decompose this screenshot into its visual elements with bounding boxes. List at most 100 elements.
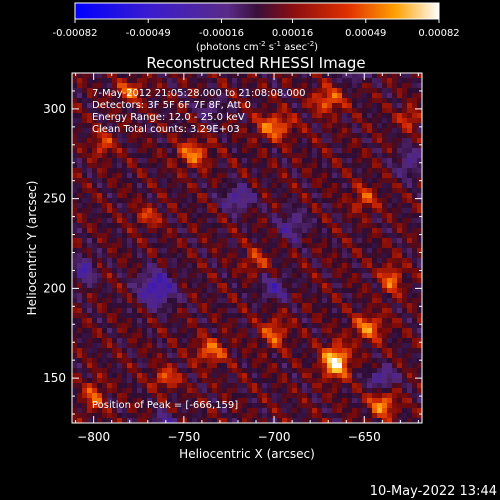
heatmap-cell bbox=[152, 363, 158, 369]
heatmap-cell bbox=[177, 238, 183, 244]
heatmap-cell bbox=[132, 373, 138, 379]
heatmap-cell bbox=[392, 208, 398, 214]
heatmap-cell bbox=[232, 308, 238, 314]
heatmap-cell bbox=[227, 213, 233, 219]
heatmap-cell bbox=[202, 278, 208, 284]
heatmap-cell bbox=[417, 93, 423, 99]
heatmap-cell bbox=[92, 238, 98, 244]
heatmap-cell bbox=[192, 383, 198, 389]
heatmap-cell bbox=[357, 148, 363, 154]
heatmap-cell bbox=[177, 373, 183, 379]
heatmap-cell bbox=[272, 298, 278, 304]
heatmap-cell bbox=[332, 228, 338, 234]
heatmap-cell bbox=[92, 293, 98, 299]
heatmap-cell bbox=[287, 243, 293, 249]
heatmap-cell bbox=[347, 273, 353, 279]
heatmap-cell bbox=[397, 103, 403, 109]
heatmap-cell bbox=[367, 223, 373, 229]
heatmap-cell bbox=[337, 408, 343, 414]
heatmap-cell bbox=[92, 213, 98, 219]
heatmap-cell bbox=[212, 183, 218, 189]
heatmap-cell bbox=[222, 308, 228, 314]
heatmap-cell bbox=[312, 78, 318, 84]
heatmap-cell bbox=[112, 333, 118, 339]
heatmap-cell bbox=[342, 268, 348, 274]
heatmap-cell bbox=[297, 118, 303, 124]
heatmap-cell bbox=[182, 108, 188, 114]
heatmap-cell bbox=[402, 238, 408, 244]
heatmap-cell bbox=[257, 328, 263, 334]
heatmap-cell bbox=[312, 133, 318, 139]
heatmap-cell bbox=[222, 403, 228, 409]
heatmap-cell bbox=[97, 343, 103, 349]
heatmap-cell bbox=[292, 103, 298, 109]
heatmap-cell bbox=[207, 273, 213, 279]
heatmap-cell bbox=[322, 348, 328, 354]
heatmap-cell bbox=[402, 318, 408, 324]
heatmap-cell bbox=[362, 388, 368, 394]
heatmap-cell bbox=[267, 353, 273, 359]
heatmap-cell bbox=[357, 188, 363, 194]
heatmap-cell bbox=[222, 88, 228, 94]
heatmap-cell bbox=[102, 258, 108, 264]
heatmap-cell bbox=[247, 138, 253, 144]
heatmap-cell bbox=[117, 333, 123, 339]
heatmap-cell bbox=[257, 408, 263, 414]
heatmap-cell bbox=[272, 233, 278, 239]
heatmap-cell bbox=[147, 243, 153, 249]
heatmap-cell bbox=[332, 83, 338, 89]
heatmap-cell bbox=[112, 98, 118, 104]
heatmap-cell bbox=[352, 213, 358, 219]
heatmap-cell bbox=[72, 343, 78, 349]
heatmap-cell bbox=[412, 73, 418, 79]
heatmap-cell bbox=[412, 278, 418, 284]
heatmap-cell bbox=[157, 118, 163, 124]
heatmap-cell bbox=[352, 248, 358, 254]
heatmap-cell bbox=[392, 363, 398, 369]
heatmap-cell bbox=[317, 98, 323, 104]
heatmap-cell bbox=[167, 283, 173, 289]
heatmap-cell bbox=[102, 253, 108, 259]
heatmap-cell bbox=[102, 213, 108, 219]
heatmap-cell bbox=[162, 263, 168, 269]
heatmap-cell bbox=[157, 278, 163, 284]
heatmap-cell bbox=[182, 253, 188, 259]
heatmap-cell bbox=[82, 323, 88, 329]
heatmap-cell bbox=[352, 93, 358, 99]
heatmap-cell bbox=[212, 138, 218, 144]
heatmap-cell bbox=[277, 303, 283, 309]
heatmap-cell bbox=[377, 198, 383, 204]
heatmap-cell bbox=[312, 258, 318, 264]
heatmap-cell bbox=[162, 378, 168, 384]
heatmap-cell bbox=[237, 103, 243, 109]
heatmap-cell bbox=[392, 263, 398, 269]
heatmap-cell bbox=[337, 278, 343, 284]
heatmap-cell bbox=[357, 213, 363, 219]
heatmap-cell bbox=[112, 363, 118, 369]
heatmap-cell bbox=[312, 208, 318, 214]
heatmap-cell bbox=[417, 153, 423, 159]
heatmap-cell bbox=[332, 243, 338, 249]
colorbar: -0.00082 -0.00049 -0.00016 0.00016 0.00049 0.… bbox=[53, 2, 460, 53]
heatmap-cell bbox=[97, 73, 103, 79]
heatmap-cell bbox=[152, 298, 158, 304]
heatmap-cell bbox=[157, 108, 163, 114]
heatmap-cell bbox=[202, 403, 208, 409]
heatmap-cell bbox=[247, 198, 253, 204]
heatmap-cell bbox=[382, 348, 388, 354]
heatmap-cell bbox=[262, 393, 268, 399]
heatmap-cell bbox=[362, 393, 368, 399]
heatmap-cell bbox=[127, 108, 133, 114]
heatmap-cell bbox=[217, 378, 223, 384]
heatmap-cell bbox=[222, 313, 228, 319]
heatmap-cell bbox=[302, 168, 308, 174]
heatmap-cell bbox=[107, 418, 113, 424]
heatmap-cell bbox=[287, 148, 293, 154]
heatmap-cell bbox=[307, 328, 313, 334]
heatmap-cell bbox=[332, 113, 338, 119]
heatmap-cell bbox=[307, 383, 313, 389]
heatmap-cell bbox=[397, 378, 403, 384]
heatmap-cell bbox=[307, 313, 313, 319]
heatmap-cell bbox=[362, 343, 368, 349]
heatmap-cell bbox=[117, 328, 123, 334]
